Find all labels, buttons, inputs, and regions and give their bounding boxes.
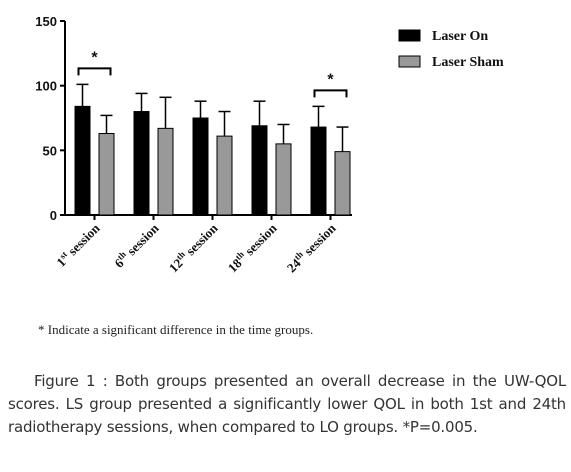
bar-laser-sham [157, 127, 174, 216]
bar-laser-on [251, 125, 268, 216]
bar-laser-sham [275, 143, 292, 216]
bar-laser-sham [216, 135, 233, 216]
bar-laser-on [192, 117, 209, 216]
legend-swatch-laser-on [398, 29, 421, 42]
y-tick-label: 150 [35, 14, 57, 29]
bar-laser-sham [98, 133, 115, 216]
legend-swatch-laser-sham [398, 55, 421, 68]
significance-marker: * [327, 71, 334, 88]
bar-laser-on [133, 111, 150, 216]
footnote: * Indicate a significant difference in t… [38, 322, 314, 337]
bar-laser-sham [334, 151, 351, 216]
x-tick-label: 18th session [224, 219, 280, 275]
y-tick-label: 100 [35, 79, 57, 94]
x-tick-label: 12th session [165, 219, 221, 275]
x-tick-label: 6th session [111, 219, 162, 270]
significance-bracket [313, 89, 348, 98]
figure-caption: Figure 1 : Both groups presented an over… [8, 372, 566, 436]
x-tick-label: 1st session [53, 219, 103, 269]
bar-laser-on [74, 105, 91, 216]
significance-marker: * [91, 49, 98, 66]
bar-laser-on [310, 126, 327, 216]
significance-bracket [77, 67, 112, 76]
x-tick-label: 24th session [283, 219, 339, 275]
legend-label-laser-sham: Laser Sham [432, 55, 504, 70]
legend-label-laser-on: Laser On [432, 29, 488, 44]
y-tick-label: 0 [50, 208, 57, 223]
y-tick-label: 50 [43, 143, 57, 158]
